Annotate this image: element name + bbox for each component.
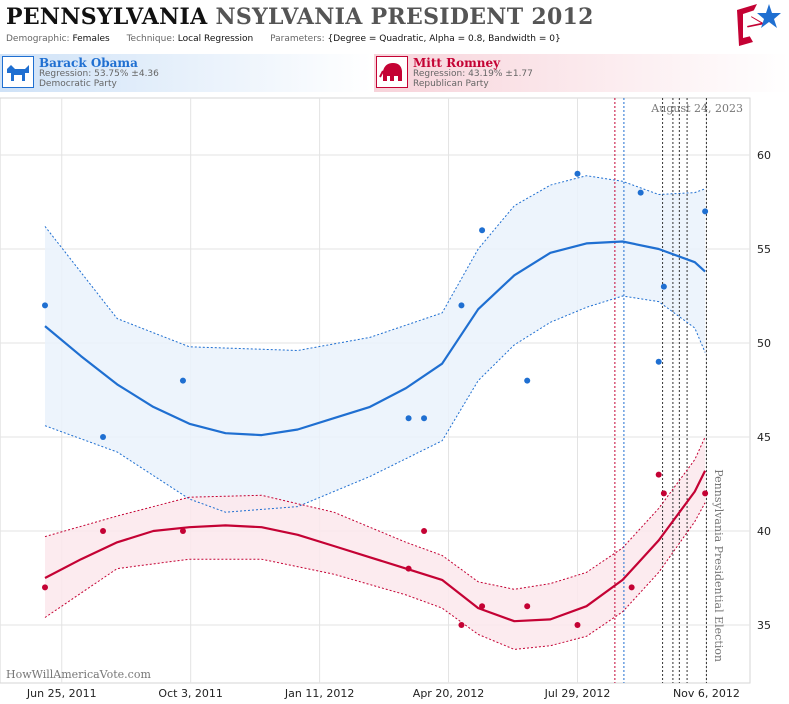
watermark: HowWillAmericaVote.com [6,668,151,681]
confidence-lower-line [44,502,706,650]
y-tick-label: 40 [757,525,771,538]
poll-point [524,603,531,610]
page-title: PENNSYLVANIA NSYLVANIA PRESIDENT 2012 [6,4,594,30]
trend-line [44,240,706,437]
poll-point [421,528,428,534]
candidate-party: Democratic Party [39,79,117,89]
poll-point [405,565,412,572]
candidate-panel-romney: Mitt Romney Regression: 43.19% ±1.77 Rep… [374,54,789,92]
date-stamp: August 24, 2023 [650,102,743,115]
y-tick-label: 55 [757,243,771,256]
event-label: Pennsylvania Presidential Election [712,469,725,662]
header: PENNSYLVANIA NSYLVANIA PRESIDENT 2012 De… [0,0,789,50]
poll-point [660,490,667,497]
y-tick-label: 45 [757,431,771,444]
poll-point [479,227,486,234]
demographic-label: Demographic: [6,34,70,44]
x-tick-label: Jul 29, 2012 [544,687,611,700]
poll-point [421,415,428,422]
candidate-panel-obama: Barack Obama Regression: 53.75% ±4.36 De… [0,54,372,92]
poll-point [524,377,531,384]
poll-point [655,471,662,478]
technique-value: Local Regression [177,34,254,44]
x-tick-label: Nov 6, 2012 [673,687,740,700]
confidence-upper-line [44,436,706,590]
democrat-donkey-icon [2,56,34,88]
candidate-name: Mitt Romney [413,56,501,70]
x-tick-label: Jan 11, 2012 [284,687,354,700]
poll-point [458,622,465,628]
confidence-band [45,437,706,650]
republican-elephant-icon [376,56,408,88]
poll-point [42,584,48,591]
poll-point [660,283,667,290]
poll-point [628,584,635,591]
x-tick-label: Jun 25, 2011 [26,687,97,700]
poll-point [100,528,107,534]
poll-chart: 35 40 45 50 55 60 Jun 25, 2011 Oct 3, 2011 Jan … [0,97,771,700]
poll-point [405,415,412,422]
poll-point [574,170,581,177]
poll-point [42,302,48,309]
poll-point [702,490,709,497]
site-logo-icon[interactable] [735,2,781,48]
poll-point [637,189,644,196]
title-bold: PENNSYLVANIA [6,4,208,30]
poll-point [574,622,581,628]
title-rest: NSYLVANIA PRESIDENT 2012 [215,4,594,30]
y-tick-label: 35 [757,619,771,632]
parameters-line: Demographic: Females Technique: Local Re… [6,34,575,44]
confidence-lower-line [44,295,706,513]
poll-point [179,528,186,534]
poll-point [179,377,186,384]
candidate-regression: Regression: 43.19% ±1.77 [413,69,533,79]
technique-label: Technique: [126,34,175,44]
parameters-label: Parameters: [270,34,325,44]
poll-point [458,302,465,309]
candidate-name: Barack Obama [39,56,138,70]
candidate-party: Republican Party [413,79,489,89]
confidence-upper-line [44,175,706,352]
x-tick-label: Apr 20, 2012 [413,687,485,700]
poll-point [479,603,486,610]
trend-line [44,470,707,623]
poll-point [100,434,107,440]
candidate-regression: Regression: 53.75% ±4.36 [39,69,159,79]
parameters-value: {Degree = Quadratic, Alpha = 0.8, Bandwi… [327,34,561,44]
poll-point [702,208,709,215]
y-tick-label: 60 [757,149,771,162]
x-tick-label: Oct 3, 2011 [158,687,223,700]
poll-point [655,358,662,365]
demographic-value: Females [72,34,110,44]
y-tick-label: 50 [757,337,771,350]
